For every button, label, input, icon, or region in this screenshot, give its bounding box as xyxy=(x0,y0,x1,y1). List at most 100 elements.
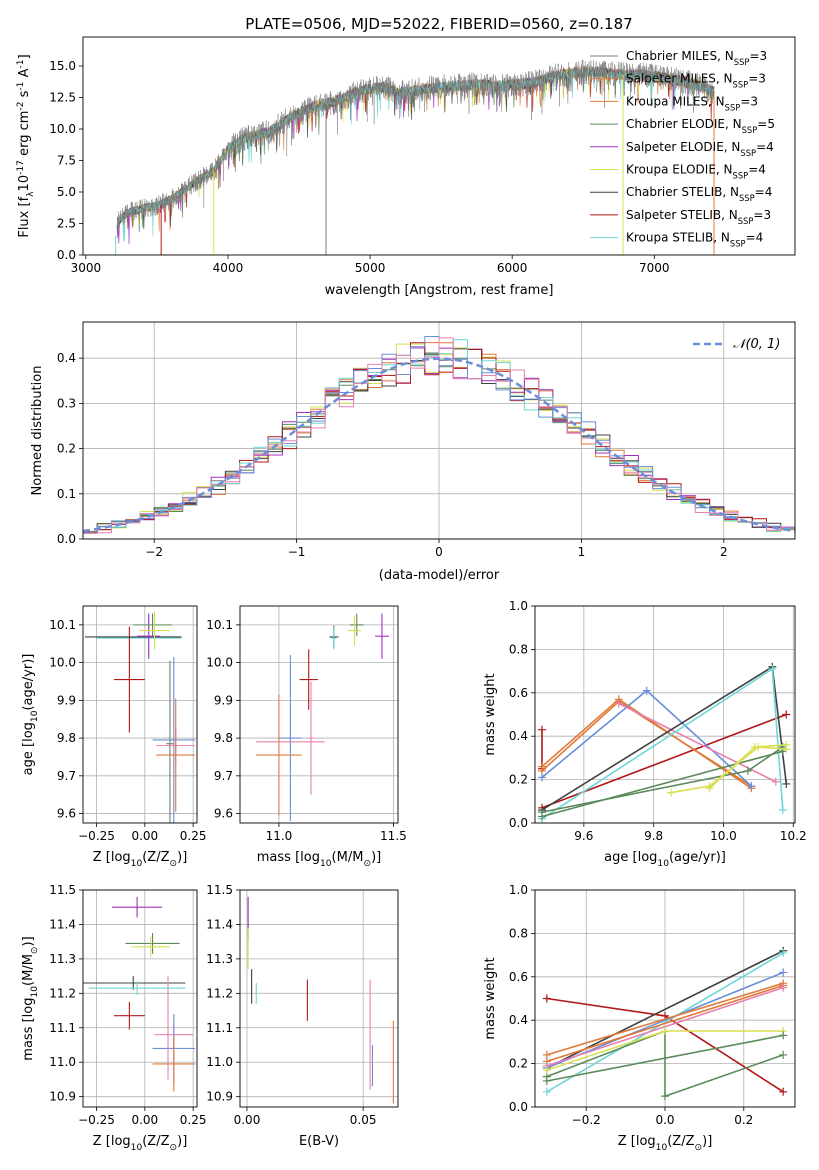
label-part: (M/M xyxy=(21,954,36,986)
y-tick-label: 0.6 xyxy=(509,686,528,700)
weight-marker xyxy=(542,1087,551,1096)
y-axis-label: Flux [fλ10-17 erg cm-2 s-1 A-1] xyxy=(16,54,36,237)
y-tick-label: 0.0 xyxy=(57,532,76,546)
weight-line-kroupa_miles xyxy=(541,700,752,787)
label-part: SSP xyxy=(734,57,750,67)
label-part: 10 xyxy=(131,859,143,869)
y-tick-label: 0.3 xyxy=(57,396,76,410)
x-tick-label: 5000 xyxy=(355,261,386,275)
chart-title: PLATE=0506, MJD=52022, FIBERID=0560, z=0… xyxy=(245,15,632,33)
age-vs-mass-ticks: 11.0 11.5 9.6 9.7 9.8 9.9 10.0 10.1 xyxy=(206,618,406,843)
x-tick-label: 0.00 xyxy=(234,1113,261,1127)
y-tick-label: 1.0 xyxy=(509,883,528,897)
legend-entry: Salpeter ELODIE, NSSP=4 xyxy=(626,140,774,158)
y-tick-label: 11.2 xyxy=(49,986,76,1000)
x-tick-label: 0.00 xyxy=(131,829,158,843)
weight-marker xyxy=(750,743,759,752)
weight-line-chabrier_elodie xyxy=(546,1034,784,1082)
histogram-pink xyxy=(83,337,795,539)
label-part: SSP xyxy=(725,102,741,112)
weight-marker xyxy=(778,805,787,814)
label-part: SSP xyxy=(742,125,758,135)
label-part: Salpeter STELIB, N xyxy=(626,208,738,222)
label-part: Z [log xyxy=(93,850,131,865)
weight-vs-Z-ticks: −0.2 0.0 0.2 0.0 0.2 0.4 0.6 0.8 1.0 xyxy=(509,883,753,1127)
spectrum-traces xyxy=(115,59,715,255)
label-part: )] xyxy=(21,936,36,946)
x-tick-label: −0.2 xyxy=(572,1113,601,1127)
age-vs-Z-ticks: −0.25 0.00 0.25 9.6 9.7 9.8 9.9 10.0 10.1 xyxy=(49,618,206,843)
y-tick-label: 10.9 xyxy=(206,1090,233,1104)
spectrum-chabrier_miles xyxy=(116,59,715,233)
weight-line-kroupa_miles xyxy=(546,984,784,1063)
label-part: age [log xyxy=(604,850,657,865)
y-axis-label: Normed distribution xyxy=(30,366,45,496)
spectrum-ticks: 3000 4000 5000 6000 7000 0.0 2.5 5.0 7.5 10.0 12.5… xyxy=(49,59,669,275)
x-tick-label: 10.0 xyxy=(710,829,737,843)
label-part: Salpeter ELODIE, N xyxy=(626,140,740,154)
label-part: (age/yr)] xyxy=(21,654,36,711)
x-axis-label: (data-model)/error xyxy=(379,568,500,583)
y-tick-label: 10.0 xyxy=(206,656,233,670)
weight-marker xyxy=(747,782,756,791)
label-part: age [log xyxy=(21,722,36,775)
gaussian-curve xyxy=(83,357,795,533)
x-axis-label: Z [log10(Z/Z⊙)] xyxy=(93,850,188,869)
age-vs-mass-axes xyxy=(240,606,398,823)
label-part: =4 xyxy=(746,231,764,245)
y-tick-label: 0.1 xyxy=(57,487,76,501)
legend-entry: Salpeter STELIB, NSSP=3 xyxy=(626,208,771,226)
y-tick-label: 5.0 xyxy=(57,185,76,199)
x-tick-label: 9.6 xyxy=(574,829,593,843)
y-tick-label: 0.4 xyxy=(509,729,528,743)
label-part: Kroupa MILES, N xyxy=(626,94,725,108)
weight-vs-age-frame xyxy=(534,605,796,824)
x-tick-label: −0.25 xyxy=(78,1113,115,1127)
label-part: ⊙ xyxy=(170,859,178,869)
y-tick-label: 0.0 xyxy=(509,1100,528,1114)
label-part: mass weight xyxy=(483,673,498,755)
weight-line-kroupa_stelib xyxy=(541,667,784,820)
y-axis-label: mass weight xyxy=(483,957,498,1039)
y-tick-label: 15.0 xyxy=(49,59,76,73)
label-part: Kroupa ELODIE, N xyxy=(626,163,733,177)
label-part: (age/yr)] xyxy=(669,850,726,865)
label-part: =4 xyxy=(755,185,773,199)
label-part: )] xyxy=(702,1134,712,1149)
y-tick-label: 0.8 xyxy=(509,642,528,656)
weight-marker xyxy=(705,784,714,793)
weight-marker xyxy=(667,788,676,797)
weight-line-pink xyxy=(546,986,784,1067)
label-part: mass weight xyxy=(483,957,498,1039)
x-tick-label: 0.0 xyxy=(655,1113,674,1127)
label-part: =5 xyxy=(757,117,775,131)
x-tick-label: 0.00 xyxy=(131,1113,158,1127)
label-part: (Z/Z xyxy=(142,1134,169,1149)
y-tick-label: 7.5 xyxy=(57,153,76,167)
y-tick-label: 9.8 xyxy=(214,731,233,745)
y-axis-label: mass [log10(M/M⊙)] xyxy=(21,936,40,1060)
label-part: 10 xyxy=(656,1143,668,1153)
weight-marker xyxy=(779,1031,788,1040)
weight-marker xyxy=(661,1092,669,1101)
label-part: Chabrier MILES, N xyxy=(626,49,734,63)
weight-vs-age-ticks: 9.6 9.8 10.0 10.2 0.0 0.2 0.4 0.6 0.8 1.0 xyxy=(509,599,807,843)
weight-line-kroupa_stelib xyxy=(546,952,784,1093)
y-tick-label: 11.1 xyxy=(206,1021,233,1035)
weight-line-chabrier_elodie xyxy=(546,1029,784,1098)
mass-vs-EBV-points xyxy=(247,896,394,1104)
label-part: SSP xyxy=(738,216,754,226)
label-part: 10 xyxy=(131,1143,143,1153)
y-tick-label: 2.5 xyxy=(57,216,76,230)
y-tick-label: 10.1 xyxy=(206,618,233,632)
x-tick-label: 7000 xyxy=(639,261,670,275)
label-part: -2 xyxy=(16,102,26,111)
label-part: E(B-V) xyxy=(299,1134,339,1149)
label-part: ] xyxy=(17,54,32,59)
label-part: (Z/Z xyxy=(142,850,169,865)
label-part: 10 xyxy=(320,859,332,869)
weight-marker xyxy=(782,710,791,719)
weight-line-chabrier_elodie xyxy=(541,750,784,818)
spectrum-frame xyxy=(82,36,796,256)
y-tick-label: 11.3 xyxy=(206,952,233,966)
